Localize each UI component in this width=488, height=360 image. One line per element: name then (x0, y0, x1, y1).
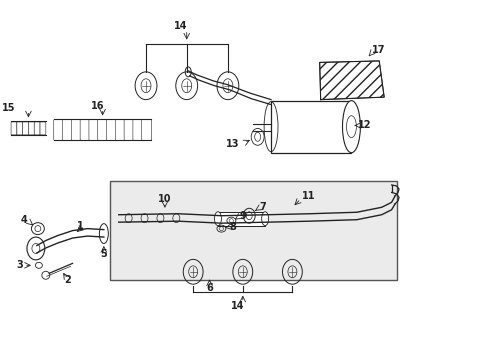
Text: 12: 12 (358, 121, 371, 130)
FancyBboxPatch shape (17, 122, 22, 135)
Text: 1: 1 (77, 221, 84, 231)
FancyBboxPatch shape (28, 122, 34, 135)
FancyBboxPatch shape (133, 120, 142, 140)
Text: 14: 14 (174, 21, 187, 31)
FancyBboxPatch shape (98, 120, 107, 140)
FancyBboxPatch shape (110, 181, 396, 280)
Ellipse shape (261, 212, 268, 226)
FancyBboxPatch shape (11, 122, 17, 135)
Text: 11: 11 (302, 191, 315, 201)
FancyBboxPatch shape (62, 120, 72, 140)
FancyBboxPatch shape (80, 120, 90, 140)
Text: 17: 17 (371, 45, 385, 55)
Text: 13: 13 (226, 139, 240, 149)
FancyBboxPatch shape (22, 122, 28, 135)
FancyBboxPatch shape (71, 120, 81, 140)
Text: 15: 15 (2, 103, 15, 113)
FancyBboxPatch shape (106, 120, 116, 140)
Text: 6: 6 (206, 283, 212, 293)
Bar (270, 100, 351, 153)
Text: 9: 9 (239, 211, 245, 221)
FancyBboxPatch shape (124, 120, 134, 140)
FancyBboxPatch shape (115, 120, 125, 140)
Text: 2: 2 (64, 275, 71, 285)
FancyBboxPatch shape (89, 120, 99, 140)
Ellipse shape (214, 212, 221, 226)
Bar (218, 212, 264, 226)
FancyBboxPatch shape (40, 122, 46, 135)
Ellipse shape (342, 100, 360, 153)
Text: 4: 4 (21, 215, 28, 225)
Text: 16: 16 (91, 100, 104, 111)
Text: 7: 7 (259, 202, 265, 212)
Text: 14: 14 (231, 301, 244, 311)
FancyBboxPatch shape (34, 122, 40, 135)
FancyBboxPatch shape (142, 120, 151, 140)
FancyBboxPatch shape (54, 120, 63, 140)
Text: 10: 10 (158, 194, 171, 204)
Text: 5: 5 (100, 249, 107, 260)
Ellipse shape (27, 237, 45, 260)
Text: 8: 8 (229, 222, 236, 232)
Text: 3: 3 (16, 260, 23, 270)
